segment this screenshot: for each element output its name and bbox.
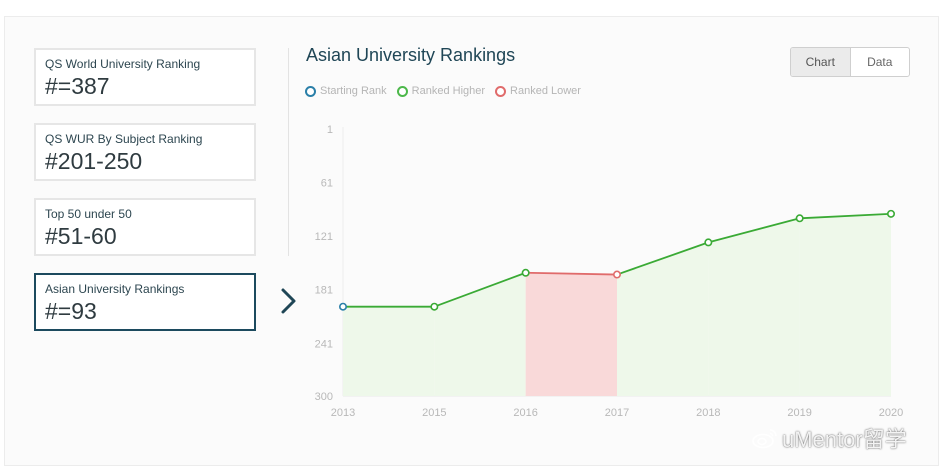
rank-line-chart: 1 61 121 181 241 300 2013 2015 2016 2017 2018 2019…: [315, 124, 904, 419]
ranked-higher-area: [708, 218, 800, 396]
ranked-lower-line: [525, 271, 618, 276]
ranking-card-title: Top 50 under 50: [45, 207, 132, 221]
x-tick-label: 2017: [605, 407, 629, 419]
legend-item-ranked-higher[interactable]: Ranked Higher: [396, 85, 486, 97]
x-tick-label: 2016: [513, 407, 537, 419]
ranked-higher-area: [343, 306, 435, 396]
legend-marker: [305, 85, 316, 97]
chart-legend: Starting Rank Ranked Higher Ranked Lower: [305, 85, 591, 97]
rank-point: [886, 209, 895, 218]
ranked-higher-line: [708, 217, 800, 244]
x-tick-label: 2015: [422, 407, 446, 419]
watermark: uMentor留学: [752, 422, 907, 454]
ranked-higher-line: [799, 212, 892, 220]
sidebar-divider: [288, 48, 289, 256]
y-tick-label: 1: [327, 124, 333, 136]
ranking-card-subject[interactable]: QS WUR By Subject Ranking #201-250: [34, 123, 256, 181]
chevron-right-icon[interactable]: [278, 286, 300, 316]
ranking-card-qs-world[interactable]: QS World University Ranking #=387: [34, 48, 256, 106]
ranked-lower-area: [525, 272, 617, 396]
chart-title: Asian University Rankings: [306, 45, 516, 65]
starting-rank-point: [338, 302, 347, 311]
rank-point: [521, 268, 530, 277]
x-tick-label: 2019: [787, 407, 811, 419]
rank-point: [704, 238, 713, 247]
legend-item-ranked-lower[interactable]: Ranked Lower: [495, 85, 581, 97]
ranking-card-top-50-under-50[interactable]: Top 50 under 50 #51-60: [34, 198, 256, 256]
x-tick-label: 2018: [696, 407, 720, 419]
rank-point: [795, 214, 804, 223]
chart-lines: [343, 212, 892, 308]
toggle-separator: [849, 48, 851, 76]
ranked-higher-area: [434, 272, 526, 396]
ranking-card-value: #201-250: [45, 148, 143, 174]
ranked-higher-area: [617, 242, 709, 396]
rank-point: [430, 302, 439, 311]
weibo-icon: [752, 429, 777, 449]
y-tick-label: 121: [315, 231, 333, 243]
ranking-card-value: #51-60: [45, 223, 117, 249]
legend-label: Starting Rank: [320, 85, 387, 97]
legend-marker: [495, 85, 507, 97]
ranked-higher-area: [799, 213, 891, 396]
y-tick-label: 181: [315, 285, 333, 297]
rank-point: [612, 270, 621, 279]
x-tick-label: 2020: [879, 407, 903, 419]
view-toggle: Chart Data: [790, 47, 910, 77]
ranking-card-title: Asian University Rankings: [45, 282, 185, 296]
legend-label: Ranked Higher: [411, 85, 486, 97]
ranking-card-title: QS WUR By Subject Ranking: [45, 132, 203, 146]
chart-points: [338, 209, 895, 311]
ranking-card-title: QS World University Ranking: [45, 57, 201, 71]
x-axis: 2013 2015 2016 2017 2018 2019 2020: [331, 395, 903, 419]
watermark-text: uMentor留学: [782, 427, 907, 452]
chart-areas: [343, 213, 891, 396]
y-tick-label: 300: [315, 391, 333, 403]
x-tick-label: 2013: [331, 407, 355, 419]
data-view-button[interactable]: Data: [867, 55, 893, 69]
y-tick-label: 241: [315, 338, 333, 350]
y-axis: 1 61 121 181 241 300: [315, 124, 344, 403]
legend-item-starting-rank[interactable]: Starting Rank: [305, 85, 387, 97]
ranking-card-value: #=387: [45, 73, 110, 99]
ranking-card-value: #=93: [45, 298, 97, 324]
ranking-card-asian[interactable]: Asian University Rankings #=93: [34, 273, 256, 331]
chart-view-button[interactable]: Chart: [791, 48, 850, 76]
ranked-higher-line: [434, 271, 526, 308]
ranked-higher-line: [616, 241, 709, 276]
legend-marker: [396, 85, 408, 97]
legend-label: Ranked Lower: [510, 85, 581, 97]
y-tick-label: 61: [321, 178, 333, 190]
